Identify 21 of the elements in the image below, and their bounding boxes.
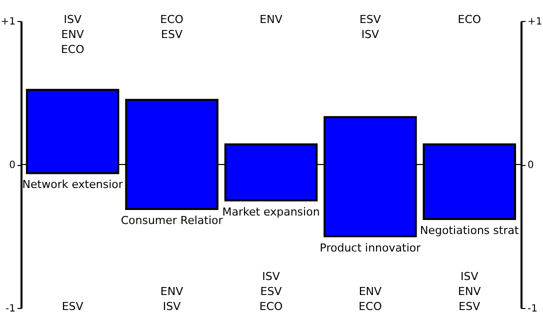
annotation: ENV ECO <box>358 285 382 313</box>
x-tick-label: Network extensior <box>22 178 124 192</box>
annotation: ESV <box>62 300 84 313</box>
annotation: ENV ISV <box>160 285 184 313</box>
y2-tick-label: 0 <box>528 160 534 171</box>
y-tick-label: -1 <box>6 304 16 314</box>
annotation: ISV ENV ECO <box>60 13 85 56</box>
y-tick-label: 0 <box>9 160 16 171</box>
x-tick-label: Negotiations strat <box>420 224 520 238</box>
annotation: ECO ESV <box>160 13 184 41</box>
annotation: ISV ENV ESV <box>458 270 482 313</box>
x-tick-label: Consumer Relatior <box>120 214 224 227</box>
x-tick-label: Product innovatior <box>320 241 422 254</box>
y2-tick-label: +1 <box>528 16 542 28</box>
annotation: ISV ESV ECO <box>259 270 283 313</box>
x-tick-label: Market expansion <box>222 205 320 218</box>
annotation: ECO <box>458 13 482 26</box>
annotation: ESV ISV <box>359 13 382 41</box>
y-tick-label: +1 <box>0 16 16 28</box>
annotation: ENV <box>260 13 283 26</box>
y2-tick-label: -1 <box>528 304 538 314</box>
